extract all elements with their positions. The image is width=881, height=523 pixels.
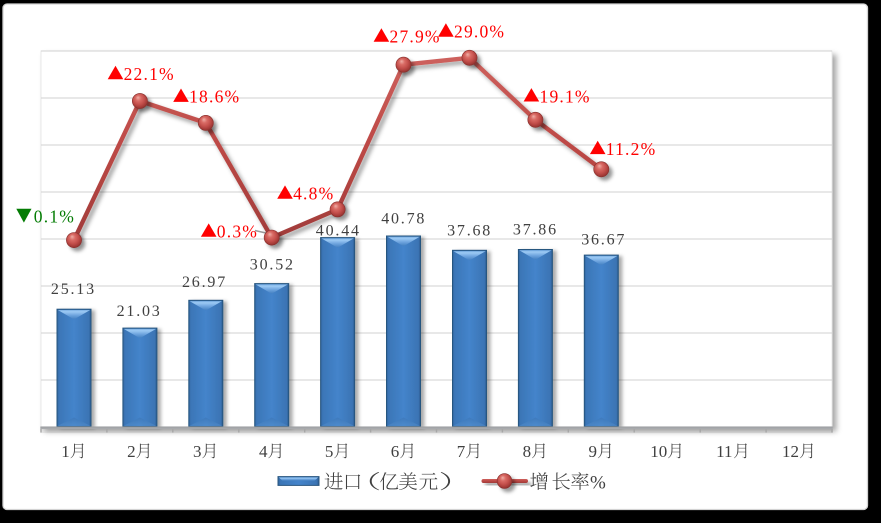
svg-text:0.3%: 0.3% bbox=[217, 222, 258, 242]
svg-text:37.86: 37.86 bbox=[513, 222, 558, 239]
svg-text:22.1%: 22.1% bbox=[124, 64, 175, 84]
svg-text:5: 5 bbox=[325, 442, 334, 461]
svg-text:29.0%: 29.0% bbox=[454, 22, 505, 42]
svg-text:1: 1 bbox=[61, 442, 69, 461]
svg-text:0.1%: 0.1% bbox=[34, 207, 75, 227]
svg-text:36.67: 36.67 bbox=[581, 231, 626, 248]
svg-text:18.6%: 18.6% bbox=[189, 87, 240, 107]
svg-text:25.13: 25.13 bbox=[51, 281, 96, 298]
svg-text:27.9%: 27.9% bbox=[390, 27, 441, 47]
svg-text:40.44: 40.44 bbox=[316, 222, 361, 239]
svg-text:2: 2 bbox=[127, 442, 136, 461]
svg-text:6: 6 bbox=[391, 442, 400, 461]
svg-text:4: 4 bbox=[259, 442, 268, 461]
svg-text:26.97: 26.97 bbox=[182, 274, 227, 291]
svg-text:11: 11 bbox=[716, 442, 732, 461]
svg-text:12: 12 bbox=[782, 442, 799, 461]
svg-text:3: 3 bbox=[193, 442, 202, 461]
svg-text:19.1%: 19.1% bbox=[540, 86, 591, 106]
svg-text:40.78: 40.78 bbox=[381, 211, 426, 228]
svg-text:30.52: 30.52 bbox=[250, 257, 295, 274]
svg-text:%: % bbox=[590, 473, 606, 494]
svg-text:7: 7 bbox=[457, 442, 466, 461]
svg-text:37.68: 37.68 bbox=[447, 223, 492, 240]
svg-text:8: 8 bbox=[523, 442, 532, 461]
svg-text:10: 10 bbox=[650, 442, 667, 461]
svg-text:21.03: 21.03 bbox=[117, 303, 162, 320]
svg-text:4.8%: 4.8% bbox=[293, 184, 334, 204]
svg-text:9: 9 bbox=[589, 442, 598, 461]
svg-text:11.2%: 11.2% bbox=[606, 139, 657, 159]
